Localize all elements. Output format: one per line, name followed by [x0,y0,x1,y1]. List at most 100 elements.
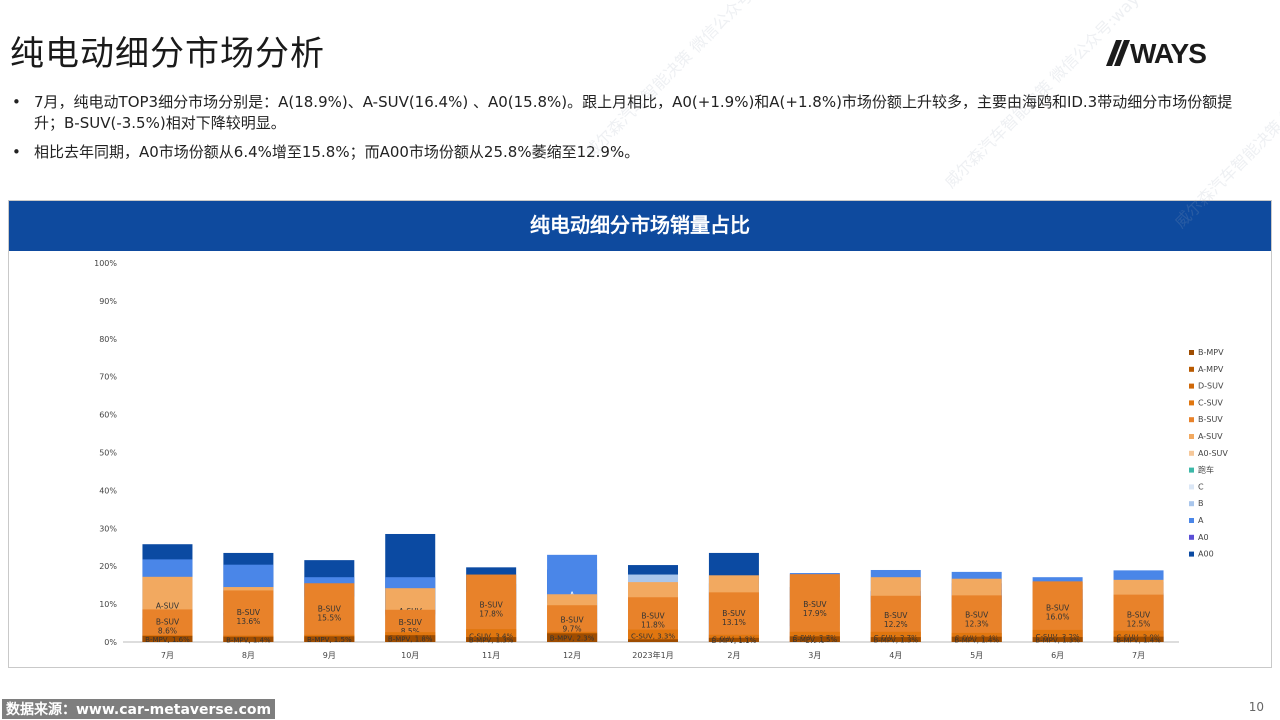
legend-label: D-SUV [1198,382,1224,391]
data-label: 8.6% [158,627,177,636]
chart-panel-title: 纯电动细分市场销量占比 [9,201,1271,251]
data-label: 16.0% [1046,613,1070,622]
data-label: B-SUV [560,616,584,625]
bar-segment [789,574,840,642]
bar-segment [223,590,274,642]
data-label: 17.8% [479,609,503,618]
data-label: B-SUV [722,609,746,618]
bar-segment [628,639,678,642]
y-tick-label: 30% [99,524,117,533]
y-tick-label: 90% [99,297,117,306]
data-label: B-SUV [480,600,504,609]
data-label: B-SUV [803,600,827,609]
bar-segment [304,636,355,642]
x-tick-label: 9月 [323,651,336,660]
y-tick-label: 100% [94,259,117,268]
data-label: C-SUV, 3.3% [631,633,675,641]
legend-label: A [1198,516,1204,525]
data-label: B-MPV, 1.4% [226,636,271,644]
bar-segment [628,629,678,642]
bar-segment [708,592,759,642]
bar-segment [304,583,355,642]
data-label: B-MPV, 1.3% [873,637,918,645]
legend-label: A0 [1198,533,1209,542]
y-tick-label: 20% [99,562,117,571]
data-label: B-SUV [1127,610,1151,619]
legend-swatch [1189,383,1194,389]
data-label: B-MPV, 1.4% [954,636,999,644]
legend-label: B-SUV [1198,415,1223,424]
bar-segment [547,633,598,642]
data-label: B-SUV [156,618,180,627]
legend-swatch [1189,400,1194,406]
data-label: 12.3% [965,620,989,629]
data-label: 15.5% [317,614,341,623]
y-tick-label: 70% [99,373,117,382]
data-label: B-SUV [641,612,665,621]
data-label: B-SUV [399,618,423,627]
bar-segment [223,636,274,642]
data-label: B-MPV, 1.6% [145,636,190,644]
data-label: A-SUV [156,601,180,610]
y-tick-label: 80% [99,335,117,344]
bar-segment [466,637,517,642]
data-label: B-MPV, 1.1% [712,637,757,645]
bullet-1: • 7月，纯电动TOP3细分市场分别是：A(18.9%)、A-SUV(16.4%… [10,92,1250,134]
data-label: 11.8% [641,621,665,630]
data-label: B-MPV, 1.3% [469,637,514,645]
y-tick-label: 50% [99,449,117,458]
legend-label: A0-SUV [1198,449,1228,458]
x-tick-label: 10月 [401,651,419,660]
legend-label: C [1198,482,1204,491]
bar-segment [870,637,921,642]
bar-segment [142,635,193,642]
page-number: 10 [1248,700,1264,714]
data-label: B-SUV [318,605,342,614]
legend-label: A00 [1198,550,1214,559]
legend-label: B-MPV [1198,348,1224,357]
y-tick-label: 10% [99,600,117,609]
data-label: B-MPV, 1.5% [307,636,352,644]
bullet-2: • 相比去年同期，A0市场份额从6.4%增至15.8%；而A00市场份额从25.… [10,142,1250,163]
legend-swatch [1189,551,1194,557]
chart-panel: 纯电动细分市场销量占比 0% 10% 20% 30% 40% 50% 60% 70% 80% 90… [8,200,1272,668]
x-tick-label: 11月 [482,651,500,660]
legend-label: A-MPV [1198,365,1224,374]
data-label: 12.2% [884,620,908,629]
data-label: 8.5% [401,627,420,636]
x-tick-label: 6月 [1051,651,1064,660]
x-tick-label: 3月 [808,651,821,660]
bar-segment [708,637,759,642]
legend-swatch [1189,350,1194,355]
data-label: C-SUV, 3.4% [469,633,513,641]
data-label: 12.5% [1127,619,1151,628]
data-label: B-MPV, 1.3% [1035,637,1080,645]
y-tick-label: 0% [104,638,117,647]
x-tick-label: 2023年1月 [632,650,673,660]
data-label: B-MPV, 2.3% [550,635,595,643]
bar-segment [1032,637,1083,642]
data-label: 13.1% [722,618,746,627]
page-title: 纯电动细分市场分析 [10,34,325,74]
x-tick-label: 2月 [727,651,740,660]
logo-text: WAYS [1130,38,1207,69]
data-label: B-SUV [884,611,908,620]
legend-swatch [1189,417,1194,423]
bar-segment [789,636,840,642]
bullet-dot: • [12,93,21,111]
footer-source: 数据来源：www.car-metaverse.com [2,699,276,719]
bullet-1-text: 7月，纯电动TOP3细分市场分别是：A(18.9%)、A-SUV(16.4%) … [34,93,1233,132]
legend-swatch [1189,467,1194,473]
bullet-2-text: 相比去年同期，A0市场份额从6.4%增至15.8%；而A00市场份额从25.8%… [34,143,640,161]
data-label: B-MPV, 1.5% [793,636,838,644]
legend-swatch [1189,534,1194,540]
bar-segment [1113,630,1164,642]
data-label: B-MPV, 1.8% [388,636,433,644]
x-tick-label: 5月 [970,651,983,660]
legend-label: 跑车 [1198,465,1214,475]
legend-label: B [1198,499,1204,508]
legend-swatch [1189,518,1194,523]
bar-segment [870,631,921,642]
data-label: B-SUV [1046,604,1070,613]
y-tick-label: 40% [99,486,117,495]
